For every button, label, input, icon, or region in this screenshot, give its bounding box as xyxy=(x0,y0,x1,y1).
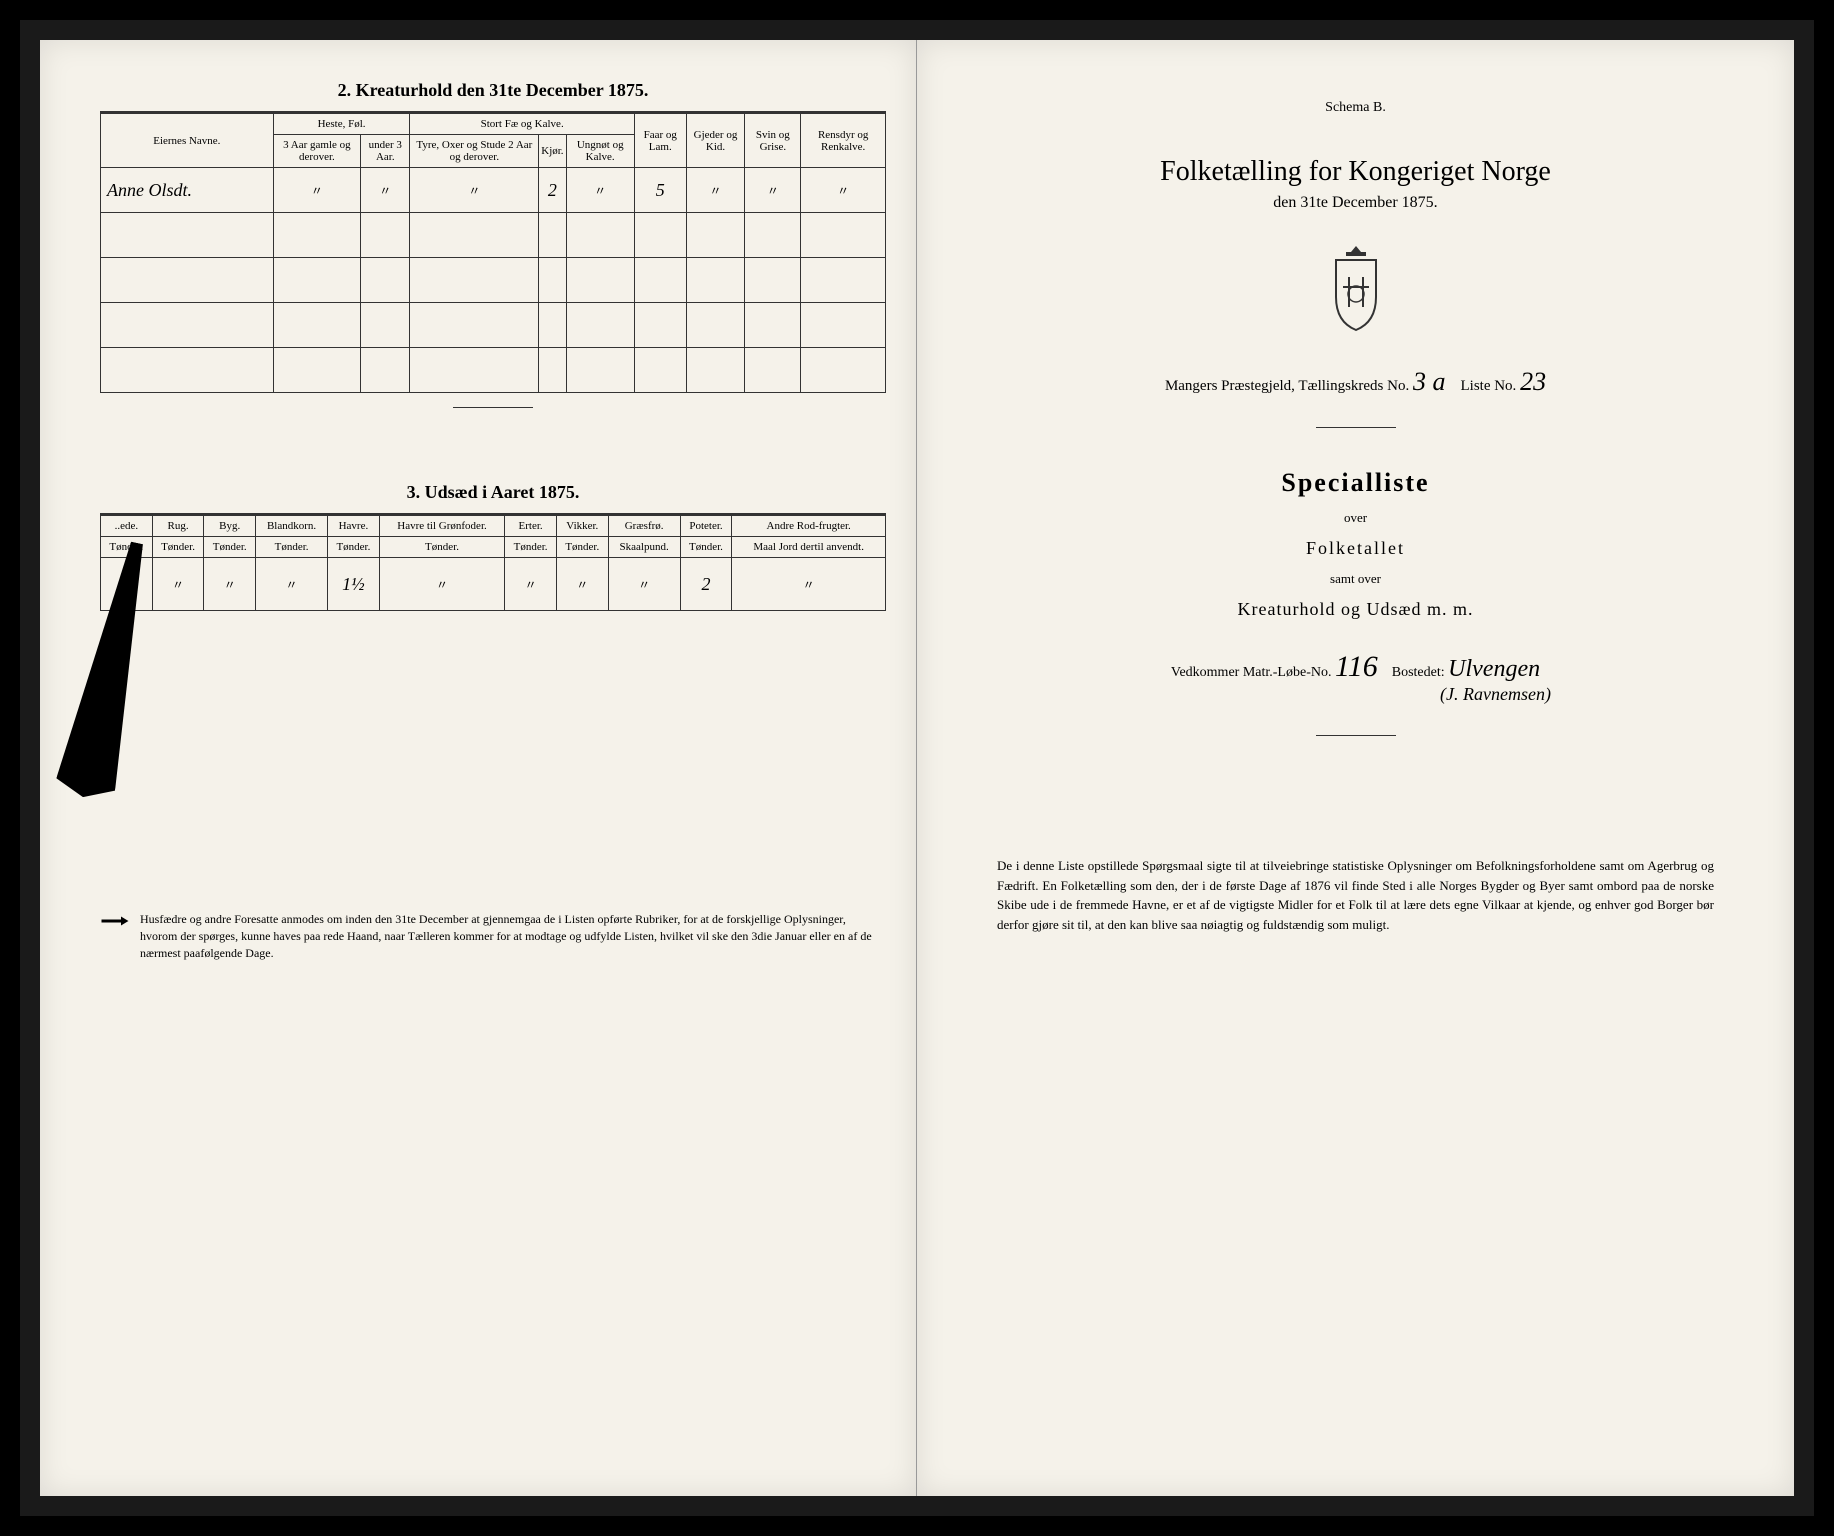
cell: 〃 xyxy=(686,168,745,213)
unit: Tønder. xyxy=(328,537,380,558)
document-spread: 2. Kreaturhold den 31te December 1875. E… xyxy=(20,20,1814,1516)
col-c1: Tyre, Oxer og Stude 2 Aar og derover. xyxy=(410,135,539,168)
footnote: Husfædre og andre Foresatte anmodes om i… xyxy=(100,911,886,961)
col-peas: Erter. xyxy=(505,515,557,537)
unit: Tønder. xyxy=(556,537,608,558)
section3-title: 3. Udsæd i Aaret 1875. xyxy=(100,482,886,503)
col-oats: Havre. xyxy=(328,515,380,537)
cell: 〃 xyxy=(361,168,410,213)
cell: 〃 xyxy=(608,558,680,611)
col-vetch: Vikker. xyxy=(556,515,608,537)
unit: Tønder. xyxy=(505,537,557,558)
unit: Tønder. xyxy=(204,537,256,558)
col-wheat: ..ede. xyxy=(101,515,153,537)
unit: Tønder. xyxy=(152,537,204,558)
section2-title: 2. Kreaturhold den 31te December 1875. xyxy=(100,80,886,101)
col-h1: 3 Aar gamle og derover. xyxy=(273,135,360,168)
table-row xyxy=(101,348,886,393)
folketallet-label: Folketallet xyxy=(977,538,1734,559)
col-h2: under 3 Aar. xyxy=(361,135,410,168)
table-row xyxy=(101,213,886,258)
specialliste-title: Specialliste xyxy=(977,468,1734,498)
matr-no: 116 xyxy=(1335,650,1378,683)
col-c3: Ungnøt og Kalve. xyxy=(566,135,634,168)
divider xyxy=(453,407,533,408)
cell: 〃 xyxy=(256,558,328,611)
table-row: Anne Olsdt. 〃 〃 〃 2 〃 5 〃 〃 〃 xyxy=(101,168,886,213)
over-label: over xyxy=(977,510,1734,526)
cell: 〃 xyxy=(556,558,608,611)
col-goat: Gjeder og Kid. xyxy=(686,113,745,168)
bostedet-sub: (J. Ravnemsen) xyxy=(1440,684,1551,704)
col-oats-fodder: Havre til Grønfoder. xyxy=(379,515,505,537)
table-row xyxy=(101,258,886,303)
cell: 〃 xyxy=(379,558,505,611)
col-reindeer: Rensdyr og Renkalve. xyxy=(801,113,886,168)
liste-label: Liste No. xyxy=(1460,378,1516,394)
cell-faar: 5 xyxy=(634,168,686,213)
samt-over-label: samt over xyxy=(977,571,1734,587)
schema-label: Schema B. xyxy=(977,100,1734,116)
right-page: Schema B. Folketælling for Kongeriget No… xyxy=(917,40,1794,1496)
unit: Skaalpund. xyxy=(608,537,680,558)
liste-no: 23 xyxy=(1520,367,1546,396)
cell-poteter: 2 xyxy=(680,558,732,611)
col-grass: Græsfrø. xyxy=(608,515,680,537)
col-potato: Poteter. xyxy=(680,515,732,537)
kreatur-label: Kreaturhold og Udsæd m. m. xyxy=(977,599,1734,620)
divider xyxy=(1316,735,1396,736)
col-owner: Eiernes Navne. xyxy=(101,113,274,168)
table-row: 〃 〃 〃 〃 1½ 〃 〃 〃 〃 2 〃 xyxy=(101,558,886,611)
vedkommer-label: Vedkommer Matr.-Løbe-No. xyxy=(1171,665,1332,680)
unit: Tønder. xyxy=(379,537,505,558)
col-mix: Blandkorn. xyxy=(256,515,328,537)
table-row xyxy=(101,303,886,348)
unit: Tønder. xyxy=(680,537,732,558)
col-c2: Kjør. xyxy=(539,135,566,168)
cell: 〃 xyxy=(732,558,886,611)
unit: Maal Jord dertil anvendt. xyxy=(732,537,886,558)
left-page: 2. Kreaturhold den 31te December 1875. E… xyxy=(40,40,917,1496)
col-group-horse: Heste, Føl. xyxy=(273,113,410,135)
cell: 〃 xyxy=(745,168,801,213)
udsaed-table: ..ede. Rug. Byg. Blandkorn. Havre. Havre… xyxy=(100,513,886,611)
cell: 〃 xyxy=(204,558,256,611)
unit: Tønder. xyxy=(101,537,153,558)
unit: Tønder. xyxy=(256,537,328,558)
col-barley: Byg. xyxy=(204,515,256,537)
cell: 〃 xyxy=(801,168,886,213)
divider xyxy=(1316,427,1396,428)
owner-name: Anne Olsdt. xyxy=(101,168,274,213)
pointing-hand-icon xyxy=(100,911,130,931)
bostedet-name: Ulvengen xyxy=(1448,656,1540,682)
bostedet-label: Bostedet: xyxy=(1392,665,1445,680)
cell: 〃 xyxy=(410,168,539,213)
col-pig: Svin og Grise. xyxy=(745,113,801,168)
vedkommer-line: Vedkommer Matr.-Løbe-No. 116 Bostedet: U… xyxy=(977,650,1734,705)
col-rye: Rug. xyxy=(152,515,204,537)
parish-prefix: Mangers Præstegjeld, Tællingskreds No. xyxy=(1165,378,1409,394)
col-sheep: Faar og Lam. xyxy=(634,113,686,168)
subtitle: den 31te December 1875. xyxy=(977,194,1734,212)
cell: 〃 xyxy=(152,558,204,611)
cell: 〃 xyxy=(273,168,360,213)
cell-kjor: 2 xyxy=(539,168,566,213)
parish-line: Mangers Præstegjeld, Tællingskreds No. 3… xyxy=(977,367,1734,397)
cell-havre: 1½ xyxy=(328,558,380,611)
cell: 〃 xyxy=(566,168,634,213)
col-root: Andre Rod-frugter. xyxy=(732,515,886,537)
kreds-no: 3 a xyxy=(1413,367,1446,396)
main-title: Folketælling for Kongeriget Norge xyxy=(977,156,1734,188)
cell: 〃 xyxy=(505,558,557,611)
col-group-cattle: Stort Fæ og Kalve. xyxy=(410,113,634,135)
footnote-text: Husfædre og andre Foresatte anmodes om i… xyxy=(140,911,886,961)
coat-of-arms-icon xyxy=(977,242,1734,337)
kreaturhold-table: Eiernes Navne. Heste, Føl. Stort Fæ og K… xyxy=(100,111,886,393)
bottom-paragraph: De i denne Liste opstillede Spørgsmaal s… xyxy=(977,856,1734,934)
